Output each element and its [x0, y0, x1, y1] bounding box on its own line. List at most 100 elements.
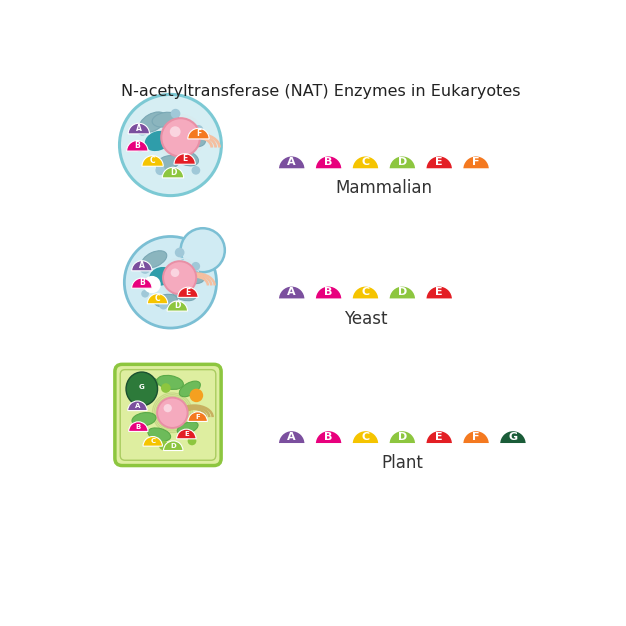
Circle shape [189, 413, 199, 422]
Text: C: C [361, 157, 369, 167]
Wedge shape [147, 294, 168, 304]
Text: A: A [287, 432, 296, 442]
Circle shape [171, 109, 180, 118]
Text: B: B [324, 287, 333, 297]
Wedge shape [188, 128, 209, 139]
Text: B: B [135, 141, 140, 150]
Ellipse shape [130, 377, 158, 396]
Wedge shape [389, 285, 416, 299]
Circle shape [157, 398, 188, 428]
Circle shape [193, 125, 203, 135]
Wedge shape [126, 140, 148, 151]
Text: C: C [150, 156, 155, 165]
Circle shape [159, 441, 168, 450]
Wedge shape [278, 156, 305, 169]
Wedge shape [315, 430, 342, 444]
Circle shape [170, 126, 181, 137]
Wedge shape [352, 156, 379, 169]
Text: A: A [135, 403, 140, 409]
Wedge shape [352, 430, 379, 444]
Wedge shape [315, 285, 342, 299]
Text: E: E [436, 157, 443, 167]
Ellipse shape [149, 267, 173, 285]
Ellipse shape [173, 150, 198, 166]
Ellipse shape [132, 413, 156, 426]
Circle shape [159, 301, 168, 309]
Text: C: C [150, 438, 155, 444]
Wedge shape [128, 123, 150, 134]
Text: B: B [324, 432, 333, 442]
Circle shape [171, 269, 179, 277]
Ellipse shape [179, 381, 200, 397]
Text: A: A [287, 157, 296, 167]
Text: D: D [170, 443, 176, 449]
Ellipse shape [157, 376, 183, 389]
Wedge shape [278, 430, 305, 444]
Wedge shape [463, 430, 490, 444]
Wedge shape [178, 287, 198, 297]
Circle shape [136, 124, 148, 136]
Ellipse shape [126, 372, 158, 406]
Wedge shape [389, 156, 416, 169]
Text: F: F [195, 414, 200, 419]
Wedge shape [162, 167, 183, 178]
Ellipse shape [154, 294, 177, 307]
Text: Plant: Plant [381, 454, 423, 472]
Wedge shape [315, 156, 342, 169]
Ellipse shape [182, 133, 205, 147]
Text: D: D [398, 287, 407, 297]
Ellipse shape [177, 422, 198, 434]
Wedge shape [163, 441, 183, 451]
Circle shape [143, 276, 161, 293]
FancyBboxPatch shape [115, 364, 221, 466]
Circle shape [192, 166, 200, 175]
Wedge shape [128, 401, 147, 411]
Circle shape [162, 118, 200, 156]
Wedge shape [128, 422, 148, 431]
Wedge shape [352, 285, 379, 299]
Ellipse shape [148, 428, 171, 441]
Wedge shape [426, 285, 453, 299]
Circle shape [161, 383, 171, 393]
Text: A: A [136, 124, 141, 133]
Text: A: A [139, 261, 145, 270]
Text: B: B [139, 279, 145, 287]
Circle shape [141, 290, 149, 297]
Text: E: E [185, 287, 190, 297]
Wedge shape [142, 156, 163, 167]
Text: G: G [508, 432, 518, 442]
Wedge shape [177, 429, 196, 439]
Text: F: F [196, 129, 201, 138]
Text: E: E [436, 287, 443, 297]
Wedge shape [143, 436, 162, 446]
Text: C: C [155, 294, 160, 303]
Circle shape [163, 261, 196, 294]
Circle shape [135, 143, 144, 152]
Text: C: C [361, 432, 369, 442]
Text: A: A [287, 287, 296, 297]
Text: F: F [473, 157, 480, 167]
Wedge shape [463, 156, 490, 169]
Ellipse shape [142, 251, 167, 268]
Circle shape [192, 262, 200, 270]
Circle shape [163, 404, 172, 413]
Wedge shape [426, 156, 453, 169]
Text: D: D [170, 168, 176, 177]
Circle shape [125, 237, 217, 328]
Circle shape [140, 263, 150, 274]
Text: E: E [184, 431, 188, 437]
Wedge shape [131, 260, 152, 271]
Wedge shape [131, 278, 152, 288]
Text: F: F [473, 432, 480, 442]
Ellipse shape [140, 112, 166, 133]
Text: C: C [361, 287, 369, 297]
Text: D: D [398, 432, 407, 442]
Wedge shape [389, 430, 416, 444]
Wedge shape [188, 412, 207, 421]
Wedge shape [426, 430, 453, 444]
Circle shape [190, 389, 203, 402]
Text: D: D [174, 301, 180, 310]
Text: B: B [136, 424, 141, 429]
Text: D: D [398, 157, 407, 167]
Circle shape [180, 228, 225, 272]
